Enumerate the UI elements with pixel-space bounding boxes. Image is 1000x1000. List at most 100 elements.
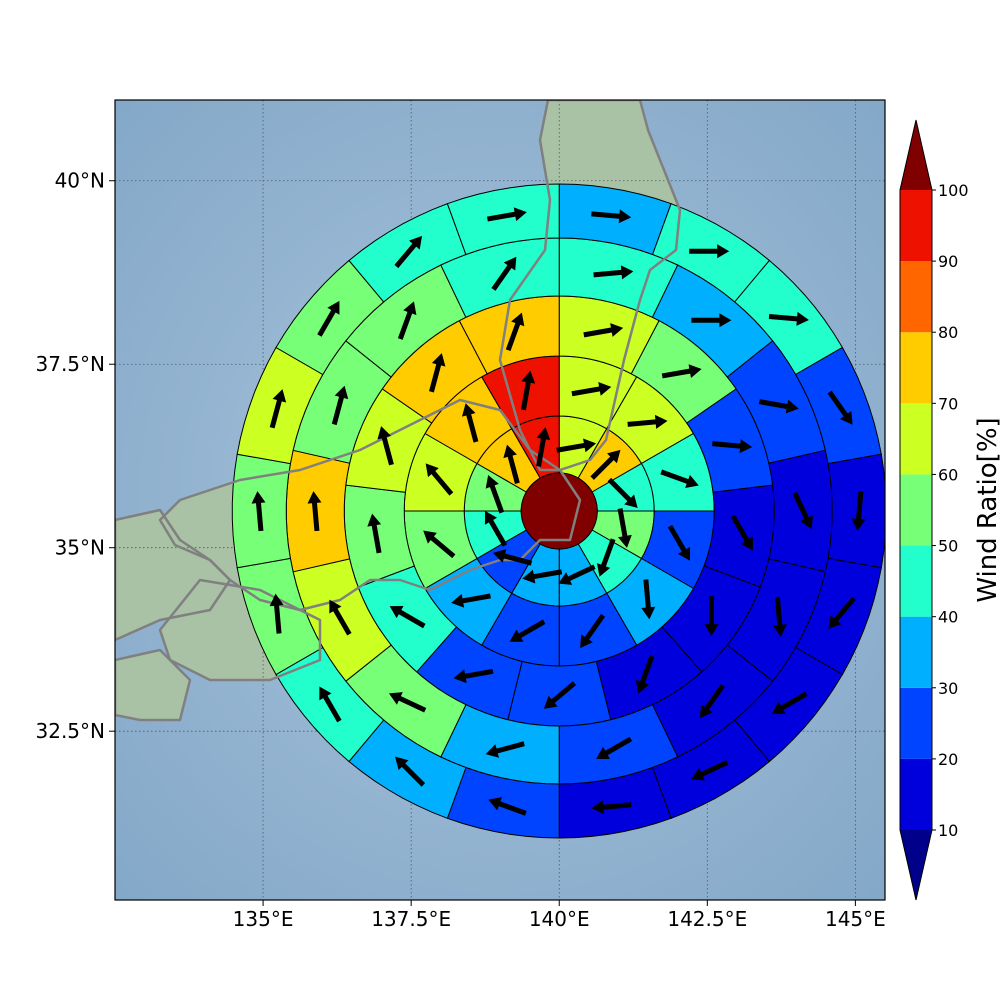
wind-arrow bbox=[492, 549, 533, 566]
sector-cell bbox=[446, 183, 560, 256]
colorbar-tick-label: 90 bbox=[938, 252, 958, 271]
wind-arrow bbox=[488, 797, 527, 816]
wind-arrow bbox=[425, 463, 454, 496]
wind-arrow bbox=[394, 235, 423, 269]
sector-cell bbox=[285, 449, 351, 573]
wind-arrow bbox=[558, 564, 596, 585]
wind-arrow bbox=[509, 619, 546, 642]
lon-tick-label: 137.5°E bbox=[371, 907, 451, 931]
colorbar-tick-label: 40 bbox=[938, 608, 958, 627]
wind-arrow bbox=[699, 683, 725, 719]
wind-arrow bbox=[591, 800, 632, 815]
wind-arrow bbox=[580, 613, 606, 649]
wind-arrow bbox=[536, 427, 551, 467]
wind-arrow bbox=[491, 256, 517, 291]
colorbar-tick-label: 100 bbox=[938, 181, 969, 200]
wind-arrow bbox=[691, 313, 732, 328]
wind-arrow bbox=[691, 760, 729, 781]
wind-arrow bbox=[593, 265, 634, 280]
wind-arrow bbox=[505, 312, 525, 352]
wind-arrow bbox=[395, 756, 426, 787]
wind-arrow bbox=[367, 513, 382, 554]
colorbar-bin bbox=[900, 616, 932, 688]
wind-arrow bbox=[667, 524, 691, 561]
map-frame bbox=[114, 99, 886, 901]
colorbar-tick-label: 60 bbox=[938, 465, 958, 484]
wind-arrow bbox=[453, 668, 494, 684]
wind-arrow bbox=[269, 593, 284, 634]
colorbar-tick-label: 10 bbox=[938, 821, 958, 840]
wind-arrow bbox=[730, 514, 753, 551]
lat-tick-label: 35°N bbox=[55, 536, 105, 560]
wind-vector-arrows bbox=[251, 207, 866, 816]
coastline bbox=[115, 648, 192, 722]
colorbar-under-extension bbox=[900, 830, 932, 900]
coastline bbox=[498, 100, 682, 472]
wind-arrow bbox=[712, 439, 753, 454]
colorbar-bin bbox=[900, 758, 932, 830]
wind-arrow bbox=[520, 370, 536, 411]
wind-arrow bbox=[607, 477, 638, 508]
wind-arrow bbox=[429, 353, 446, 393]
wind-arrow bbox=[591, 209, 632, 224]
wind-arrow bbox=[571, 382, 612, 397]
colorbar-tick-label: 20 bbox=[938, 750, 958, 769]
wind-arrow bbox=[617, 508, 632, 548]
colorbar-over-extension bbox=[900, 120, 932, 190]
colorbar-bin bbox=[900, 403, 932, 475]
colorbar-label: Wind Ratio[%] bbox=[973, 417, 1000, 602]
wind-arrow bbox=[388, 692, 427, 713]
wind-arrow bbox=[269, 389, 287, 429]
wind-arrow bbox=[543, 681, 577, 709]
wind-arrow bbox=[689, 244, 730, 259]
colorbar-bin bbox=[900, 545, 932, 617]
wind-arrow bbox=[583, 323, 624, 338]
colorbar-ticks: 10 20 30 40 50 60 70 80 90 100 bbox=[932, 181, 969, 840]
center-disk bbox=[520, 472, 598, 550]
wind-arrow bbox=[485, 475, 505, 514]
colorbar: 10 20 30 40 50 60 70 80 90 100 Wind Ratio[%] bbox=[899, 119, 1000, 901]
wind-arrow bbox=[331, 385, 349, 426]
wind-arrow bbox=[590, 449, 621, 480]
wind-arrow bbox=[704, 596, 719, 637]
colorbar-tick-label: 50 bbox=[938, 537, 958, 556]
wind-arrow bbox=[827, 390, 853, 425]
wind-arrow bbox=[635, 655, 655, 694]
wind-arrow bbox=[319, 686, 342, 723]
wind-arrow bbox=[486, 207, 527, 222]
wind-ratio-sectors bbox=[231, 183, 885, 839]
lon-tick-label: 142.5°E bbox=[667, 907, 747, 931]
lat-tick-label: 40°N bbox=[55, 169, 105, 193]
wind-arrow bbox=[661, 364, 702, 379]
lon-tick-label: 140°E bbox=[529, 907, 590, 931]
wind-arrow bbox=[556, 438, 597, 453]
wind-arrow bbox=[397, 301, 417, 340]
wind-arrow bbox=[503, 444, 520, 484]
wind-arrow bbox=[485, 741, 525, 758]
colorbar-tick-label: 30 bbox=[938, 679, 958, 698]
wind-arrow bbox=[641, 579, 656, 620]
colorbar-bin bbox=[900, 687, 932, 759]
wind-arrow bbox=[660, 469, 699, 489]
longitude-ticks: 135°E 137.5°E 140°E 142.5°E 145°E bbox=[233, 900, 886, 931]
wind-arrow bbox=[596, 736, 633, 759]
wind-arrow bbox=[389, 606, 426, 629]
wind-arrow bbox=[329, 599, 352, 636]
wind-arrow bbox=[851, 490, 866, 531]
lat-tick-label: 32.5°N bbox=[36, 719, 106, 743]
wind-arrow bbox=[377, 426, 394, 466]
colorbar-bin bbox=[900, 261, 932, 333]
wind-arrow bbox=[484, 510, 508, 547]
wind-arrow bbox=[792, 491, 813, 530]
kyushu-land bbox=[115, 650, 190, 720]
lat-tick-label: 37.5°N bbox=[36, 352, 106, 376]
colorbar-tick-label: 80 bbox=[938, 323, 958, 342]
wind-arrow bbox=[758, 399, 799, 414]
coastline bbox=[158, 398, 582, 612]
colorbar-bins bbox=[899, 119, 933, 901]
wind-arrow bbox=[768, 311, 809, 326]
wind-arrow bbox=[423, 530, 456, 559]
wind-arrow bbox=[596, 538, 616, 577]
colorbar-tick-label: 70 bbox=[938, 394, 958, 413]
wind-arrow bbox=[771, 691, 808, 714]
